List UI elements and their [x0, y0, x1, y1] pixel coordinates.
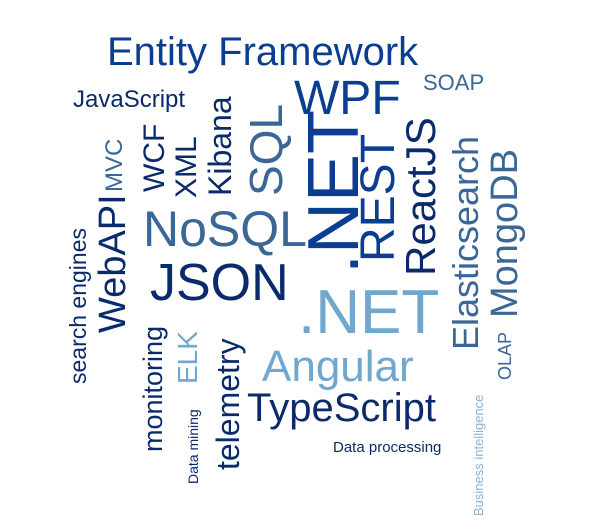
- word-data-mining: Data mining: [185, 409, 201, 484]
- word-reactjs: ReactJS: [397, 117, 444, 276]
- word-business-intelligence: Business intelligence: [471, 394, 486, 516]
- word-rest: REST: [352, 133, 405, 262]
- word-sql: SQL: [240, 103, 292, 196]
- word-data-processing: Data processing: [333, 439, 442, 456]
- word-elk: ELK: [172, 331, 203, 384]
- word-wpf: WPF: [294, 72, 401, 125]
- word-soap: SOAP: [423, 70, 485, 95]
- word-wcf: WCF: [138, 123, 171, 192]
- word-telemetry: telemetry: [210, 338, 246, 470]
- word-angular: Angular: [262, 342, 414, 391]
- word-search-engines: search engines: [65, 228, 91, 384]
- word-elasticsearch: Elasticsearch: [445, 135, 486, 350]
- word-json: JSON: [150, 254, 289, 312]
- word-kibana: Kibana: [202, 96, 238, 196]
- word-typescript: TypeScript: [247, 386, 436, 430]
- word-entity-framework: Entity Framework: [107, 30, 419, 74]
- word-javascript: JavaScript: [73, 86, 186, 113]
- word-mvc: MVC: [101, 138, 128, 192]
- word-xml: XML: [170, 136, 203, 198]
- word-monitoring: monitoring: [138, 325, 168, 452]
- word-dotnet-horizontal: .NET: [298, 278, 440, 347]
- word-mongodb: MongoDB: [484, 149, 526, 318]
- word-webapi: WebAPI: [92, 194, 134, 333]
- word-nosql: NoSQL: [143, 201, 307, 257]
- word-olap: OLAP: [495, 331, 515, 380]
